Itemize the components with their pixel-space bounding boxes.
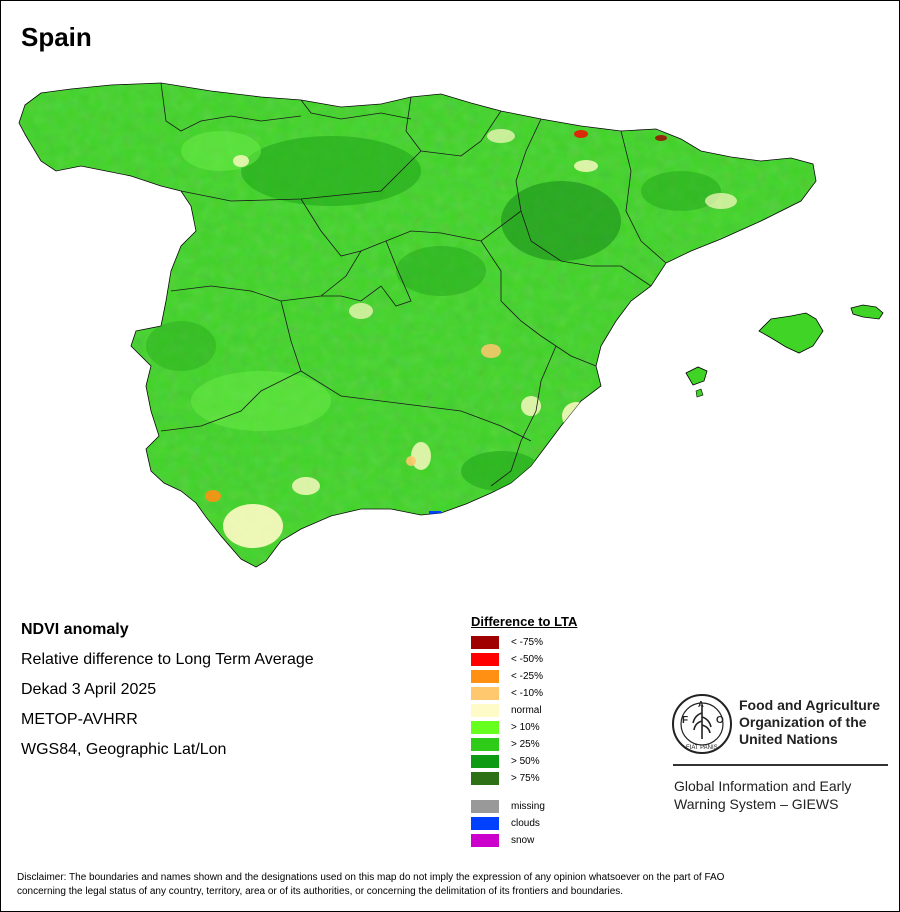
svg-text:A: A (698, 700, 704, 709)
svg-text:FIAT PANIS: FIAT PANIS (686, 745, 718, 751)
legend-item: > 50% (471, 753, 641, 770)
legend-label: normal (511, 705, 542, 716)
info-line: WGS84, Geographic Lat/Lon (21, 741, 227, 758)
legend-swatch (471, 721, 499, 734)
legend-item: > 10% (471, 719, 641, 736)
legend-item: snow (471, 832, 641, 849)
map-info: NDVI anomaly Relative difference to Long… (21, 620, 441, 770)
ndvi-map (18, 82, 884, 568)
fao-emblem-icon: F A O FIAT PANIS (672, 694, 732, 754)
giews-line: Warning System – GIEWS (674, 796, 839, 812)
legend-swatch (471, 687, 499, 700)
legend-label: clouds (511, 818, 540, 829)
map-title: Spain (21, 22, 92, 52)
legend-swatch (471, 800, 499, 813)
info-line: Relative difference to Long Term Average (21, 651, 314, 668)
legend-swatch (471, 670, 499, 683)
info-line: METOP-AVHRR (21, 711, 138, 728)
svg-text:O: O (716, 715, 724, 726)
info-line: Dekad 3 April 2025 (21, 681, 157, 698)
legend-item: < -50% (471, 651, 641, 668)
legend-item: < -75% (471, 634, 641, 651)
legend-label: < -75% (511, 637, 543, 648)
region-boundaries (160, 82, 667, 487)
legend-label: < -25% (511, 671, 543, 682)
legend-item: missing (471, 798, 641, 815)
legend-label: < -50% (511, 654, 543, 665)
legend-swatch (471, 755, 499, 768)
legend: Difference to LTA < -75% < -50% < -25% <… (471, 614, 641, 849)
legend-swatch (471, 834, 499, 847)
legend-item: < -10% (471, 685, 641, 702)
fao-name: Food and Agriculture Organization of the… (739, 697, 899, 748)
legend-item: clouds (471, 815, 641, 832)
disclaimer-line: concerning the legal status of any count… (17, 886, 624, 897)
legend-swatch (471, 636, 499, 649)
ibiza-island (685, 366, 708, 386)
disclaimer-line: Disclaimer: The boundaries and names sho… (17, 872, 725, 883)
fao-name-line: Food and Agriculture (739, 697, 881, 713)
disclaimer: Disclaimer: The boundaries and names sho… (17, 871, 887, 899)
legend-label: > 75% (511, 773, 540, 784)
svg-text:F: F (682, 715, 688, 726)
fao-name-line: United Nations (739, 731, 838, 747)
info-heading: NDVI anomaly (21, 621, 129, 638)
legend-item: normal (471, 702, 641, 719)
legend-label: missing (511, 801, 545, 812)
legend-item: < -25% (471, 668, 641, 685)
legend-label: > 25% (511, 739, 540, 750)
legend-label: snow (511, 835, 535, 846)
legend-label: < -10% (511, 688, 543, 699)
legend-swatch (471, 772, 499, 785)
legend-item: > 25% (471, 736, 641, 753)
divider (673, 764, 888, 766)
legend-item: > 75% (471, 770, 641, 787)
giews-line: Global Information and Early (674, 778, 852, 794)
fao-name-line: Organization of the (739, 714, 867, 730)
giews-name: Global Information and Early Warning Sys… (674, 777, 894, 813)
mallorca-island (758, 312, 824, 354)
legend-swatch (471, 738, 499, 751)
legend-label: > 10% (511, 722, 540, 733)
legend-title: Difference to LTA (471, 614, 578, 629)
legend-swatch (471, 704, 499, 717)
menorca-island (850, 304, 884, 320)
legend-swatch (471, 817, 499, 830)
legend-label: > 50% (511, 756, 540, 767)
legend-swatch (471, 653, 499, 666)
